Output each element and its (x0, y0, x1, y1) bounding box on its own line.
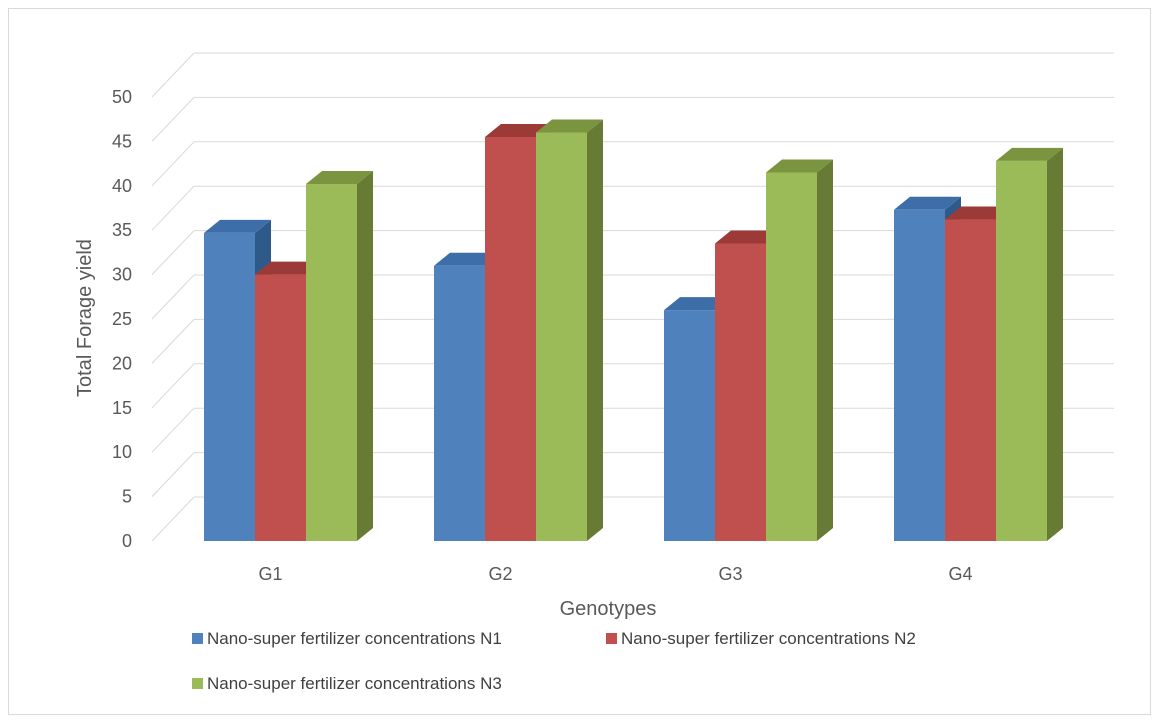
bar-top (204, 219, 271, 233)
bar-front (996, 160, 1047, 541)
bar-top (945, 206, 1012, 220)
legend-swatch (192, 633, 203, 644)
gridline-diagonal (151, 185, 195, 231)
gridline-diagonal (151, 230, 195, 275)
y-tick-labels: 0 5 10 15 20 25 30 35 40 45 50 (112, 87, 132, 551)
y-tick-label: 15 (112, 398, 132, 418)
bar-top (664, 297, 731, 311)
bar-g4-n3 (996, 147, 1063, 541)
bar-top (255, 261, 322, 275)
x-tick-label: G2 (488, 564, 512, 584)
legend-label: Nano-super fertilizer concentrations N2 (621, 629, 916, 648)
gridline-diagonal (151, 363, 195, 409)
y-tick-label: 35 (112, 220, 132, 240)
bar-side (1047, 147, 1063, 541)
bar-g2-n3 (536, 119, 603, 542)
bar-front (536, 132, 587, 541)
y-tick-label: 5 (122, 487, 132, 507)
x-axis-title: Genotypes (560, 598, 657, 620)
y-tick-label: 40 (112, 176, 132, 196)
bar-top (766, 159, 833, 173)
bar-side (587, 119, 603, 542)
bar-top (434, 252, 501, 266)
bar-front (766, 172, 817, 542)
bar-g1-n3 (306, 171, 373, 542)
y-tick-label: 50 (112, 87, 132, 107)
y-axis-title: Total Forage yield (74, 239, 96, 397)
gridline-diagonal (151, 407, 195, 453)
legend-label: Nano-super fertilizer concentrations N3 (207, 674, 502, 693)
bar-front (894, 209, 945, 541)
y-tick-label: 25 (112, 309, 132, 329)
gridline-diagonal (151, 452, 195, 497)
legend: Nano-super fertilizer concentrations N1 N… (192, 629, 916, 693)
legend-item-n1: Nano-super fertilizer concentrations N1 (192, 629, 502, 648)
bar-front (255, 274, 306, 541)
legend-label: Nano-super fertilizer concentrations N1 (207, 629, 502, 648)
bar-top (306, 171, 373, 185)
legend-swatch (606, 633, 617, 644)
bar-top (894, 196, 961, 210)
bar-front (204, 232, 255, 541)
gridline-diagonal (151, 97, 195, 142)
gridline-diagonal (151, 496, 195, 542)
x-tick-label: G4 (948, 564, 972, 584)
bar-front (715, 243, 766, 541)
legend-item-n2: Nano-super fertilizer concentrations N2 (606, 629, 916, 648)
bar-front (306, 184, 357, 542)
bar-front (945, 219, 996, 541)
y-tick-label: 10 (112, 442, 132, 462)
legend-item-n3: Nano-super fertilizer concentrations N3 (192, 674, 502, 693)
bar-side (357, 171, 373, 542)
y-tick-label: 20 (112, 353, 132, 373)
bar-front (434, 265, 485, 541)
bar-side (817, 159, 833, 542)
x-tick-label: G3 (718, 564, 742, 584)
gridline-diagonal (151, 141, 195, 187)
bar-top (485, 123, 552, 137)
bar-front (485, 136, 536, 541)
legend-swatch (192, 678, 203, 689)
x-tick-label: G1 (258, 564, 282, 584)
bar-g3-n3 (766, 159, 833, 542)
bar-top (536, 119, 603, 133)
bars (204, 119, 1063, 542)
gridline-diagonal (151, 52, 195, 98)
bar-front (664, 310, 715, 541)
y-tick-label: 30 (112, 265, 132, 285)
bar-top (996, 147, 1063, 161)
bar-top (715, 230, 782, 244)
gridline-diagonal (151, 319, 195, 364)
x-tick-labels: G1 G2 G3 G4 (258, 564, 972, 584)
y-tick-label: 0 (122, 531, 132, 551)
y-tick-label: 45 (112, 131, 132, 151)
gridline-diagonal (151, 274, 195, 320)
